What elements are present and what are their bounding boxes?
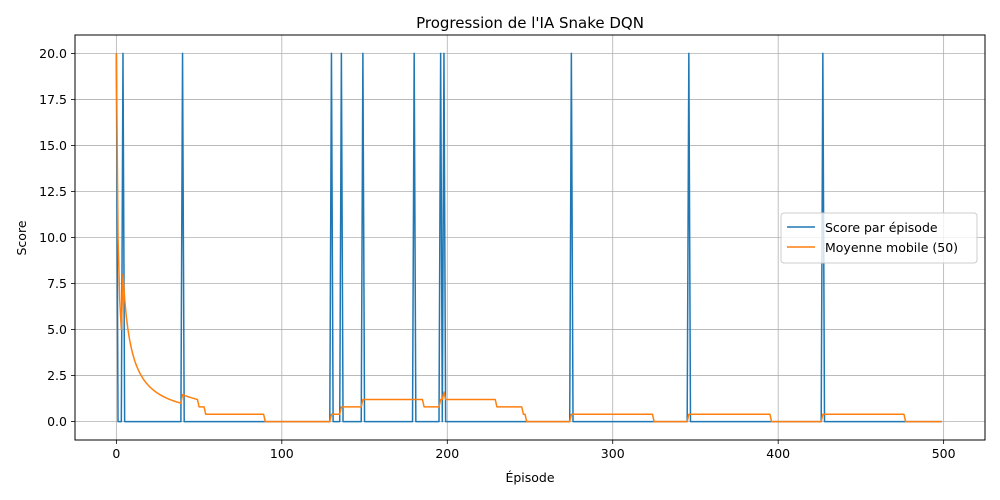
- chart-title: Progression de l'IA Snake DQN: [416, 14, 644, 32]
- x-tick-label: 300: [601, 446, 625, 461]
- y-tick-label: 2.5: [47, 368, 67, 383]
- ticks: 0 100 200 300 400 500 0.0 2.5 5.0 7.5 10.0 12.5 15.0…: [39, 46, 955, 461]
- y-tick-label: 17.5: [39, 92, 67, 107]
- series-layer: [115, 52, 942, 423]
- y-tick-label: 7.5: [47, 276, 67, 291]
- y-tick-label: 0.0: [47, 414, 67, 429]
- y-tick-label: 20.0: [39, 46, 67, 61]
- x-tick-label: 500: [932, 446, 956, 461]
- y-tick-label: 5.0: [47, 322, 67, 337]
- y-tick-label: 12.5: [39, 184, 67, 199]
- x-tick-label: 400: [766, 446, 790, 461]
- series-line-moving-average: [115, 53, 942, 423]
- legend: Score par épisode Moyenne mobile (50): [780, 212, 978, 264]
- x-tick-label: 200: [435, 446, 459, 461]
- legend-box: [780, 212, 978, 264]
- y-tick-label: 10.0: [39, 230, 67, 245]
- x-tick-label: 100: [270, 446, 294, 461]
- y-tick-label: 15.0: [39, 138, 67, 153]
- legend-label-moving-average: Moyenne mobile (50): [825, 240, 958, 255]
- legend-label-score: Score par épisode: [825, 220, 938, 235]
- x-axis-title: Épisode: [505, 470, 554, 485]
- y-axis-title: Score: [14, 220, 29, 255]
- x-tick-label: 0: [112, 446, 120, 461]
